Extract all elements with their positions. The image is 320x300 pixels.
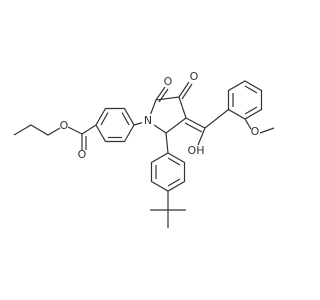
bonds bbox=[13, 80, 275, 228]
atom-label: O bbox=[251, 125, 260, 138]
atom-label: O bbox=[78, 148, 87, 161]
atom-labels: O O N O O OH O bbox=[60, 70, 260, 161]
atom-label: O bbox=[60, 119, 69, 132]
atom-label: OH bbox=[188, 144, 205, 157]
atom-label: O bbox=[164, 75, 173, 88]
structure: O O N O O OH O bbox=[13, 70, 275, 228]
atom-label: O bbox=[190, 70, 199, 83]
atom-label: N bbox=[144, 114, 152, 127]
